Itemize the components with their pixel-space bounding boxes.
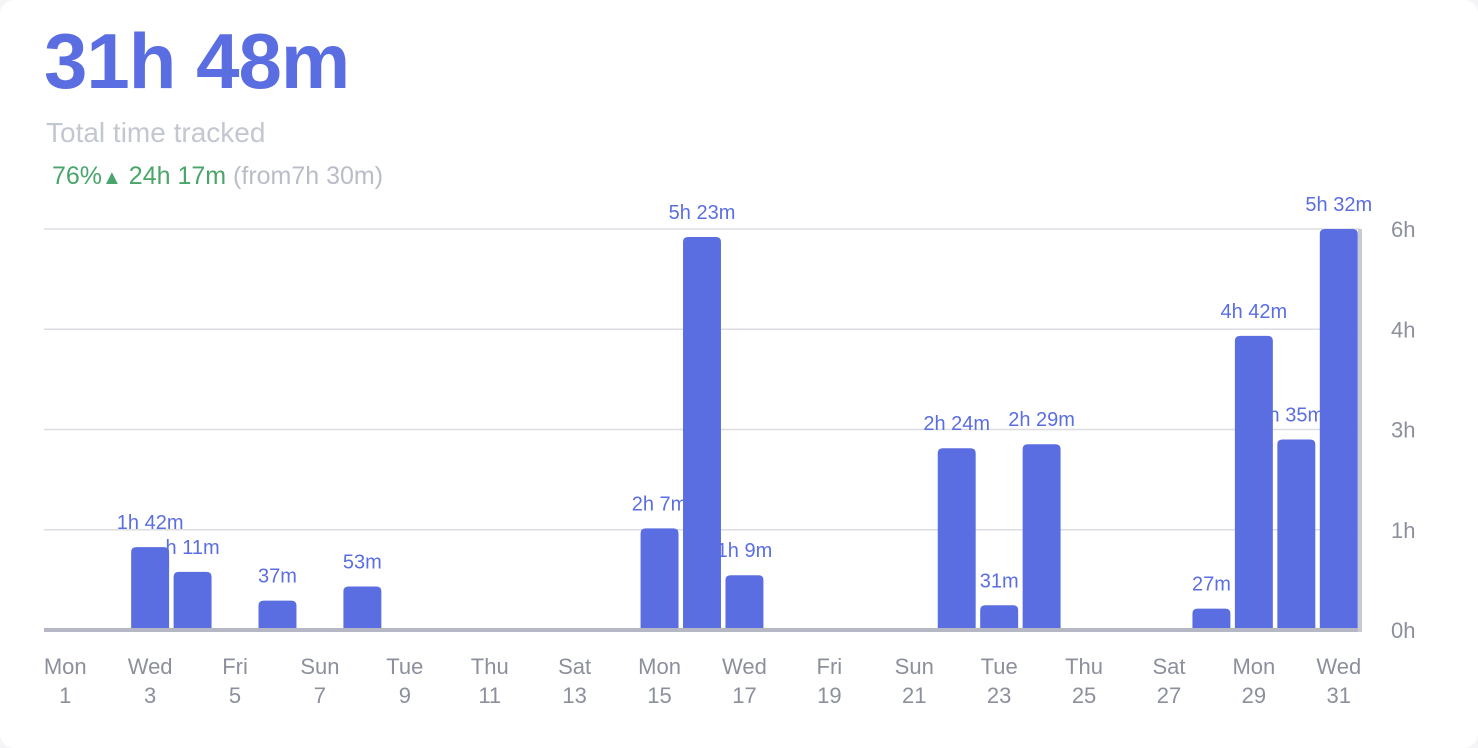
x-tick-weekday: Mon [1232,654,1275,679]
x-tick-day: 21 [902,683,926,708]
bar-day-23[interactable] [980,605,1019,630]
x-tick-weekday: Wed [128,654,173,679]
bar-day-8[interactable] [343,586,382,630]
y-tick-label: 4h [1391,317,1415,342]
data-label-day-4: h 11m [166,537,220,559]
change-percent: 76% [52,162,103,190]
data-label-day-6: 37m [258,566,297,588]
x-tick-day: 3 [144,683,156,708]
total-time-value: 31h 48m [44,17,350,105]
x-tick-day: 7 [314,683,326,708]
bar-day-24[interactable] [1022,444,1061,630]
x-tick-weekday: Mon [44,654,87,679]
data-label-day-31: 5h 32m [1305,194,1372,216]
x-tick-day: 19 [817,683,841,708]
bar-day-4[interactable] [173,571,212,630]
x-tick-weekday: Thu [471,654,509,679]
data-label-day-15: 2h 7m [632,493,688,515]
data-label-day-3: 1h 42m [117,512,184,534]
up-arrow-icon: ▲ [102,167,122,189]
x-tick-weekday: Wed [1316,654,1361,679]
data-label-day-23: 31m [980,570,1019,592]
x-tick-day: 23 [987,683,1011,708]
bar-day-6[interactable] [258,600,297,630]
x-tick-day: 5 [229,683,241,708]
x-tick-weekday: Fri [222,654,248,679]
x-tick-day: 25 [1072,683,1096,708]
bar-day-31[interactable] [1319,229,1358,630]
x-tick-weekday: Tue [386,654,423,679]
x-tick-weekday: Thu [1065,654,1103,679]
x-tick-weekday: Tue [981,654,1018,679]
change-from: (from7h 30m) [233,162,384,190]
x-tick-weekday: Sun [300,654,339,679]
x-tick-day: 11 [478,683,501,708]
x-tick-day: 17 [732,683,756,708]
x-tick-day: 1 [59,683,71,708]
x-tick-day: 15 [647,683,671,708]
x-tick-weekday: Wed [722,654,767,679]
x-tick-weekday: Fri [817,654,843,679]
x-tick-day: 29 [1242,683,1266,708]
data-label-day-22: 2h 24m [923,413,990,435]
x-tick-day: 27 [1157,683,1181,708]
y-tick-label: 1h [1391,518,1415,543]
change-summary: 76%▲ 24h 17m (from7h 30m) [52,164,383,189]
x-tick-weekday: Sat [1152,654,1185,679]
y-tick-label: 3h [1391,418,1415,443]
bar-day-29[interactable] [1234,335,1273,630]
x-tick-weekday: Sat [558,654,591,679]
bar-day-15[interactable] [640,528,679,630]
x-tick-day: 31 [1327,683,1351,708]
x-tick-weekday: Mon [638,654,681,679]
change-delta: 24h 17m [128,162,227,190]
bar-day-16[interactable] [683,237,721,630]
y-tick-label: 0h [1391,618,1415,643]
data-label-day-24: 2h 29m [1008,409,1075,431]
bar-day-28[interactable] [1192,608,1231,630]
data-label-day-30: h 35m [1269,405,1325,427]
y-tick-label: 6h [1391,217,1415,242]
total-time-label: Total time tracked [46,117,266,148]
bar-day-30[interactable] [1277,439,1316,630]
data-label-day-16: 5h 23m [669,202,736,224]
x-tick-day: 13 [562,683,586,708]
bar-day-17[interactable] [725,575,764,630]
bar-day-22[interactable] [937,448,976,630]
x-tick-day: 9 [399,683,411,708]
data-label-day-29: 4h 42m [1221,301,1288,323]
bar-day-3[interactable] [131,547,170,630]
data-label-day-28: 27m [1192,574,1231,596]
x-tick-weekday: Sun [895,654,934,679]
data-label-day-8: 53m [343,552,382,574]
data-label-day-17: 1h 9m [717,540,773,562]
